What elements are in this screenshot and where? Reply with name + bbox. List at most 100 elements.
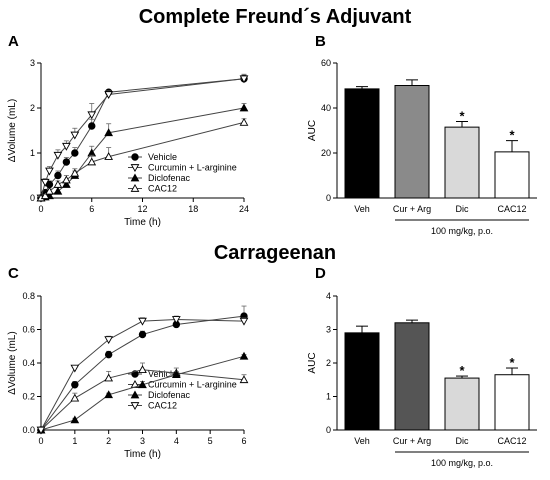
- panel-a-legend-marker: [130, 173, 140, 182]
- panel-a-y-tick-label: 1: [30, 148, 35, 158]
- panel-a-y-tick-label: 0: [30, 193, 35, 203]
- section-title-carrageenan: Carrageenan: [213, 242, 337, 264]
- panel-a-legend-marker: [130, 164, 140, 173]
- panel-c-legend-label: Curcumin + L-arginine: [148, 380, 237, 390]
- panel-c-series-line: [40, 318, 245, 431]
- panel-c-data-point: [104, 350, 113, 359]
- panel-b-bar: [494, 151, 530, 199]
- panel-a-data-point: [62, 158, 71, 166]
- panel-d-bar: [344, 332, 380, 431]
- panel-b-y-tick-label: 0: [326, 193, 331, 203]
- panel-a-y-tick-label: 3: [30, 58, 35, 68]
- panel-b-significance-marker: *: [459, 109, 465, 124]
- panel-b-y-tick-label: 60: [321, 58, 331, 68]
- panel-c-x-tick-label: 4: [174, 436, 179, 446]
- panel-a-data-point: [53, 179, 63, 188]
- panel-d-category-label: CAC12: [497, 436, 526, 446]
- panel-c-panel-label: C: [8, 265, 19, 282]
- panel-d-bar: [494, 374, 530, 431]
- panel-c-data-point: [171, 316, 181, 324]
- panel-a-x-tick-label: 18: [188, 204, 198, 214]
- panel-a-series-line: [40, 78, 245, 199]
- panel-c-x-axis-label: Time (h): [124, 449, 161, 460]
- panel-c-legend-marker: [130, 402, 140, 411]
- panel-a-legend-label: Diclofenac: [148, 173, 191, 183]
- panel-b-category-label: Veh: [354, 204, 370, 214]
- panel-a-data-point: [70, 168, 80, 177]
- panel-b-significance-marker: *: [509, 128, 515, 143]
- panel-a-data-point: [40, 191, 50, 200]
- panel-c-y-tick-label: 0.6: [22, 325, 35, 335]
- panel-b-category-label: Cur + Arg: [393, 204, 431, 214]
- panel-a-data-point: [87, 111, 97, 120]
- panel-c-legend-label: Vehicle: [148, 369, 177, 379]
- panel-c-data-point: [239, 351, 249, 360]
- panel-b-bar: [344, 88, 380, 199]
- panel-c-series-line: [40, 355, 245, 431]
- panel-c-data-point: [36, 426, 46, 435]
- panel-a-legend-label: Vehicle: [148, 152, 177, 162]
- panel-a-data-point: [71, 149, 79, 157]
- panel-b-dose-note: 100 mg/kg, p.o.: [431, 226, 493, 236]
- panel-a-data-point: [104, 128, 114, 137]
- panel-a-data-point: [87, 157, 97, 166]
- panel-b-y-tick-label: 20: [321, 148, 331, 158]
- panel-c-legend-label: CAC12: [148, 401, 177, 411]
- panel-d-bar: [444, 377, 480, 431]
- panel-a-legend-label: CAC12: [148, 184, 177, 194]
- panel-a-data-point: [239, 103, 249, 112]
- panel-a-y-tick-label: 2: [30, 103, 35, 113]
- panel-c-data-point: [71, 381, 79, 389]
- panel-d-y-tick-label: 4: [326, 291, 331, 301]
- panel-a-data-point: [45, 186, 54, 195]
- panel-d-y-tick-label: 1: [326, 392, 331, 402]
- panel-b-panel-label: B: [315, 33, 326, 50]
- panel-a-data-point: [88, 122, 96, 130]
- section-title-cfa: Complete Freund´s Adjuvant: [138, 6, 412, 28]
- panel-a-series-line: [40, 121, 245, 199]
- panel-c-x-tick-label: 5: [208, 436, 213, 446]
- panel-a-data-point: [70, 131, 80, 140]
- panel-c-legend-marker: [130, 390, 140, 399]
- panel-c-series-line: [40, 369, 245, 431]
- panel-d-dose-note: 100 mg/kg, p.o.: [431, 458, 493, 468]
- panel-c-y-tick-label: 0.8: [22, 291, 35, 301]
- panel-c-data-point: [70, 393, 80, 402]
- panel-d-category-label: Cur + Arg: [393, 436, 431, 446]
- panel-b-category-label: CAC12: [497, 204, 526, 214]
- panel-a-x-tick-label: 6: [89, 204, 94, 214]
- panel-a-data-point: [239, 117, 249, 126]
- panel-d-panel-label: D: [315, 265, 326, 282]
- panel-c-x-tick-label: 6: [241, 436, 246, 446]
- panel-a-y-axis-label: ΔVolume (mL): [7, 99, 18, 162]
- panel-a-data-point: [40, 178, 50, 187]
- panel-c-x-tick-label: 1: [72, 436, 77, 446]
- panel-a-legend-marker: [130, 183, 140, 192]
- panel-c-data-point: [104, 373, 114, 382]
- panel-b-category-label: Dic: [456, 204, 469, 214]
- panel-a-panel-label: A: [8, 33, 19, 50]
- panel-a-x-tick-label: 24: [239, 204, 249, 214]
- panel-b-y-tick-label: 40: [321, 103, 331, 113]
- panel-d-bar: [394, 322, 430, 431]
- panel-c-data-point: [138, 380, 147, 389]
- panel-a-legend-marker: [131, 153, 139, 161]
- panel-a-data-point: [53, 186, 63, 195]
- panel-c-y-tick-label: 0.0: [22, 425, 35, 435]
- panel-a-data-point: [62, 142, 71, 151]
- panel-d-significance-marker: *: [509, 355, 515, 370]
- panel-c-data-point: [239, 317, 249, 326]
- panel-d-category-label: Veh: [354, 436, 370, 446]
- panel-c-data-point: [138, 317, 147, 326]
- panel-c-data-point: [70, 364, 80, 373]
- panel-a-legend-label: Curcumin + L-arginine: [148, 163, 237, 173]
- panel-d-y-tick-label: 3: [326, 325, 331, 335]
- panel-c-data-point: [239, 375, 249, 384]
- panel-a-data-point: [104, 152, 114, 160]
- panel-a-data-point: [54, 171, 62, 180]
- panel-c-data-point: [104, 336, 114, 345]
- panel-b-y-axis-label: AUC: [307, 120, 318, 141]
- panel-a-series-line: [40, 78, 245, 199]
- panel-d-category-label: Dic: [456, 436, 469, 446]
